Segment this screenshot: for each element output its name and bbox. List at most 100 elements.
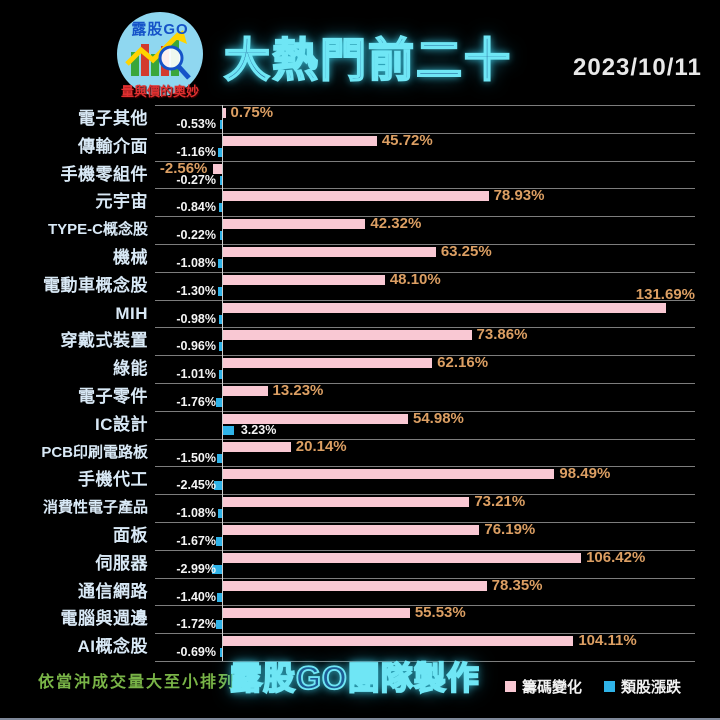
sector-change-bar [218, 314, 222, 324]
chip-change-bar [223, 358, 433, 369]
row-separator [155, 549, 695, 551]
chip-change-value: 98.49% [559, 465, 611, 483]
category-label: AI概念股 [77, 637, 148, 657]
row-separator [155, 188, 695, 190]
row-separator [155, 244, 695, 245]
category-label: IC設計 [95, 414, 148, 434]
chip-change-value: 13.23% [272, 382, 324, 399]
category-label: 電子其他 [78, 109, 148, 128]
row-separator [155, 466, 695, 468]
chart-row: 電腦與週邊 55.53% -1.72% [0, 604, 720, 633]
chart-row: IC設計 54.98% 3.23% [0, 410, 720, 439]
row-separator [155, 410, 695, 412]
chart-row: AI概念股 104.11% -0.69% [0, 632, 720, 661]
bottom-border [0, 718, 720, 720]
category-label: PCB印刷電路板 [41, 443, 148, 461]
row-separator [155, 299, 695, 301]
chart-row: 電子零件 13.23% -1.76% [0, 382, 720, 411]
logo-tagline: 量與價的奧妙 [120, 84, 199, 99]
sector-change-value: -2.45% [176, 478, 216, 493]
sector-change-value: -1.50% [176, 450, 216, 465]
chip-change-bar [223, 636, 574, 647]
chip-change-bar [223, 441, 291, 452]
chart-row: 電子其他 0.75% -0.53% [0, 104, 720, 133]
chip-change-value: 76.19% [484, 521, 536, 538]
sector-change-value: -0.96% [176, 339, 216, 354]
chart-row: TYPE-C概念股 42.32% -0.22% [0, 215, 720, 244]
category-label: 面板 [113, 526, 148, 545]
chip-change-value: 20.14% [295, 437, 347, 455]
sector-change-bar [217, 286, 222, 296]
logo-brand-text: 露股GO [131, 21, 189, 38]
chart-row: 面板 76.19% -1.67% [0, 521, 720, 550]
chart-row: MIH 131.69% -0.98% [0, 286, 720, 328]
sector-change-value: -0.22% [176, 228, 216, 243]
chart-row: 手機零組件 -2.56% -0.27% [0, 159, 720, 189]
sector-change-bar [211, 564, 222, 574]
sector-change-bar [216, 398, 222, 407]
sector-change-bar [216, 620, 222, 630]
chip-change-bar [223, 497, 470, 508]
row-separator [155, 105, 695, 106]
chip-change-bar [223, 191, 489, 202]
chart-legend: 籌碼變化 類股漲跌 [505, 676, 681, 697]
chip-change-bar [223, 274, 385, 285]
chip-change-value: 131.69% [635, 285, 695, 303]
chip-change-bar [223, 580, 487, 591]
sector-change-bar [218, 509, 222, 519]
chip-change-bar [223, 608, 410, 619]
chip-change-value: 78.93% [493, 187, 545, 205]
row-separator [155, 605, 695, 607]
zero-axis [222, 105, 223, 661]
row-separator [155, 438, 695, 440]
sector-change-bar [220, 231, 222, 241]
sector-change-value: -0.27% [176, 172, 216, 187]
chip-change-value: 104.11% [578, 632, 637, 650]
sector-change-value: -1.72% [176, 617, 216, 632]
category-label: TYPE-C概念股 [47, 221, 148, 239]
row-separator [155, 577, 695, 579]
chip-change-value: -2.56% [159, 159, 208, 177]
sector-change-bar [219, 203, 222, 213]
row-separator [155, 216, 695, 218]
sector-change-value: -1.08% [176, 506, 216, 521]
category-label: 電動車概念股 [43, 275, 148, 295]
sector-change-bar [216, 453, 222, 463]
chart-row: 元宇宙 78.93% -0.84% [0, 187, 720, 216]
chart-row: PCB印刷電路板 20.14% -1.50% [0, 437, 720, 467]
sector-change-bar [217, 592, 222, 602]
legend-label: 類股漲跌 [621, 679, 682, 696]
sector-change-value: -1.08% [176, 256, 216, 270]
chip-change-bar [213, 163, 222, 174]
legend-item-sector-change: 類股漲跌 [604, 676, 681, 697]
chart-row: 伺服器 106.42% -2.99% [0, 549, 720, 578]
sector-change-value: -1.01% [176, 367, 216, 382]
sector-change-value: -0.84% [176, 200, 216, 215]
row-separator [155, 355, 695, 357]
report-date: 2023/10/11 [573, 54, 702, 81]
sector-change-bar [218, 147, 222, 157]
chart-row: 傳輸介面 45.72% -1.16% [0, 132, 720, 161]
chip-change-value: 55.53% [414, 604, 466, 622]
sector-change-value: -1.16% [176, 144, 216, 159]
sector-change-bar [218, 342, 222, 352]
sector-change-bar [220, 120, 222, 129]
chip-change-bar [223, 552, 582, 563]
chart-row: 通信網路 78.35% -1.40% [0, 577, 720, 606]
sort-order-note: 依當沖成交量大至小排列 [38, 674, 237, 691]
chip-change-bar [223, 302, 667, 313]
chip-change-bar [223, 525, 480, 535]
sector-change-value: -1.67% [176, 534, 216, 548]
legend-label: 籌碼變化 [522, 679, 583, 696]
category-label: 伺服器 [95, 553, 148, 573]
chip-change-value: 63.25% [440, 243, 492, 260]
chart-row: 綠能 62.16% -1.01% [0, 354, 720, 383]
sector-change-value: -2.99% [176, 561, 216, 576]
sector-change-bar [218, 370, 222, 380]
row-separator [155, 160, 695, 162]
sector-change-value: -0.53% [176, 117, 216, 131]
chip-change-bar [223, 413, 408, 424]
team-credit: 露股GO團隊製作 [229, 659, 480, 697]
sector-change-bar [219, 648, 222, 658]
